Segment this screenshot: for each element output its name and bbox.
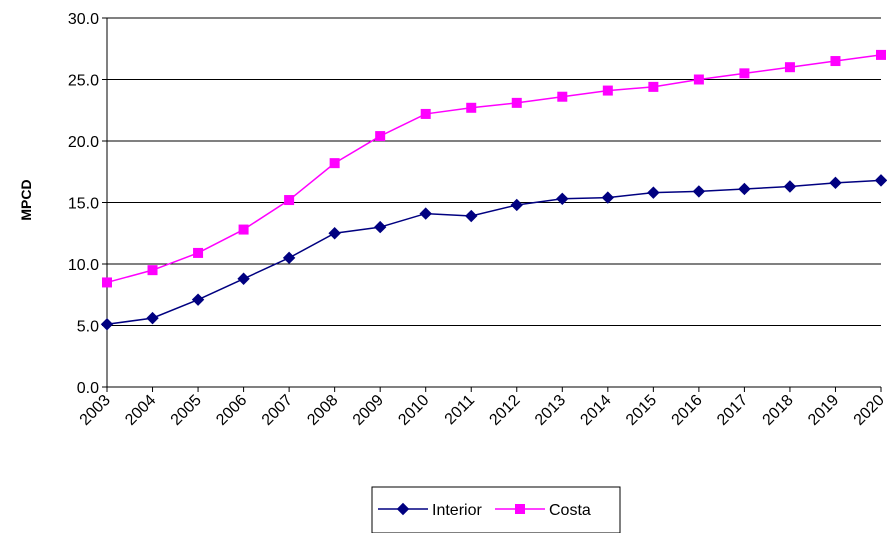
- x-tick-label: 2009: [350, 392, 387, 429]
- data-point-interior: [601, 191, 615, 204]
- x-tick-label: 2013: [532, 392, 569, 429]
- data-point-interior: [100, 318, 114, 331]
- data-point-costa: [739, 68, 750, 79]
- data-point-costa: [147, 265, 158, 276]
- data-point-costa: [102, 277, 112, 288]
- x-tick-label: 2007: [259, 392, 296, 429]
- y-tick-labels: 0.0 5.0 10.0 15.0 20.0 25.0 30.0: [68, 11, 99, 397]
- legend-label-interior: Interior: [432, 502, 482, 519]
- data-point-costa: [193, 247, 204, 258]
- x-tick-label: 2010: [395, 392, 432, 429]
- data-point-costa: [557, 91, 568, 102]
- data-point-costa: [511, 97, 522, 108]
- y-tick-label: 30.0: [68, 11, 99, 28]
- data-point-interior: [647, 186, 660, 199]
- x-tick-label: 2003: [77, 392, 114, 429]
- data-point-interior: [237, 272, 250, 285]
- data-point-interior: [510, 198, 523, 212]
- data-point-interior: [191, 293, 205, 306]
- legend: Interior Costa: [371, 486, 621, 533]
- x-tick-label: 2017: [714, 392, 751, 429]
- data-point-interior: [556, 192, 569, 206]
- x-tick-label: 2016: [669, 392, 706, 429]
- legend-box: [371, 486, 621, 533]
- axes: [102, 17, 882, 392]
- data-point-interior: [783, 180, 797, 193]
- data-point-interior: [373, 220, 387, 234]
- x-tick-label: 2005: [168, 392, 205, 429]
- data-point-costa: [420, 108, 431, 119]
- y-tick-label: 25.0: [68, 73, 99, 90]
- x-tick-label: 2020: [851, 392, 887, 429]
- x-tick-label: 2019: [805, 392, 842, 429]
- y-tick-label: 15.0: [68, 196, 99, 213]
- x-tick-label: 2018: [760, 392, 797, 429]
- data-point-costa: [466, 102, 477, 113]
- y-tick-label: 20.0: [68, 134, 99, 151]
- data-point-costa: [602, 85, 613, 96]
- legend-marker-interior: [396, 502, 410, 516]
- y-tick-label: 5.0: [77, 319, 99, 336]
- data-point-interior: [328, 227, 341, 240]
- gridlines: [107, 17, 881, 326]
- x-tick-label: 2011: [442, 392, 478, 428]
- series-costa: [102, 49, 886, 288]
- x-tick-label: 2008: [304, 392, 341, 429]
- data-point-interior: [465, 209, 478, 223]
- data-point-interior: [419, 207, 432, 220]
- data-point-costa: [238, 224, 249, 235]
- x-tick-label: 2015: [623, 392, 660, 429]
- data-point-costa: [693, 74, 704, 85]
- legend-marker-costa: [515, 504, 525, 514]
- y-tick-label: 10.0: [68, 257, 99, 274]
- data-point-interior: [829, 176, 842, 190]
- data-point-costa: [375, 131, 386, 142]
- x-tick-labels: 2003 2004 2005 2006 2007 2008 2009 2010 2011 2012…: [77, 392, 887, 429]
- data-point-interior: [146, 311, 159, 325]
- x-tick-label: 2004: [122, 392, 159, 429]
- data-point-costa: [284, 195, 295, 206]
- legend-label-costa: Costa: [549, 502, 591, 519]
- data-point-costa: [648, 81, 659, 92]
- data-point-interior: [738, 182, 751, 196]
- series-line-interior: [106, 179, 882, 326]
- data-point-costa: [784, 62, 795, 73]
- x-tick-label: 2014: [577, 392, 614, 429]
- data-point-costa: [876, 49, 886, 60]
- y-tick-label: 0.0: [77, 380, 99, 397]
- data-point-costa: [329, 158, 340, 169]
- legend-item-interior: Interior: [378, 502, 482, 519]
- y-axis-label: MPCD: [18, 179, 34, 220]
- series-layer: [100, 49, 887, 331]
- data-point-interior: [692, 185, 706, 198]
- series-line-costa: [106, 54, 882, 284]
- data-point-interior: [874, 174, 887, 187]
- legend-item-costa: Costa: [495, 502, 591, 519]
- data-point-costa: [830, 56, 841, 67]
- x-tick-label: 2012: [486, 392, 523, 429]
- x-tick-label: 2006: [213, 392, 250, 429]
- series-interior: [100, 174, 887, 331]
- data-point-interior: [282, 251, 296, 265]
